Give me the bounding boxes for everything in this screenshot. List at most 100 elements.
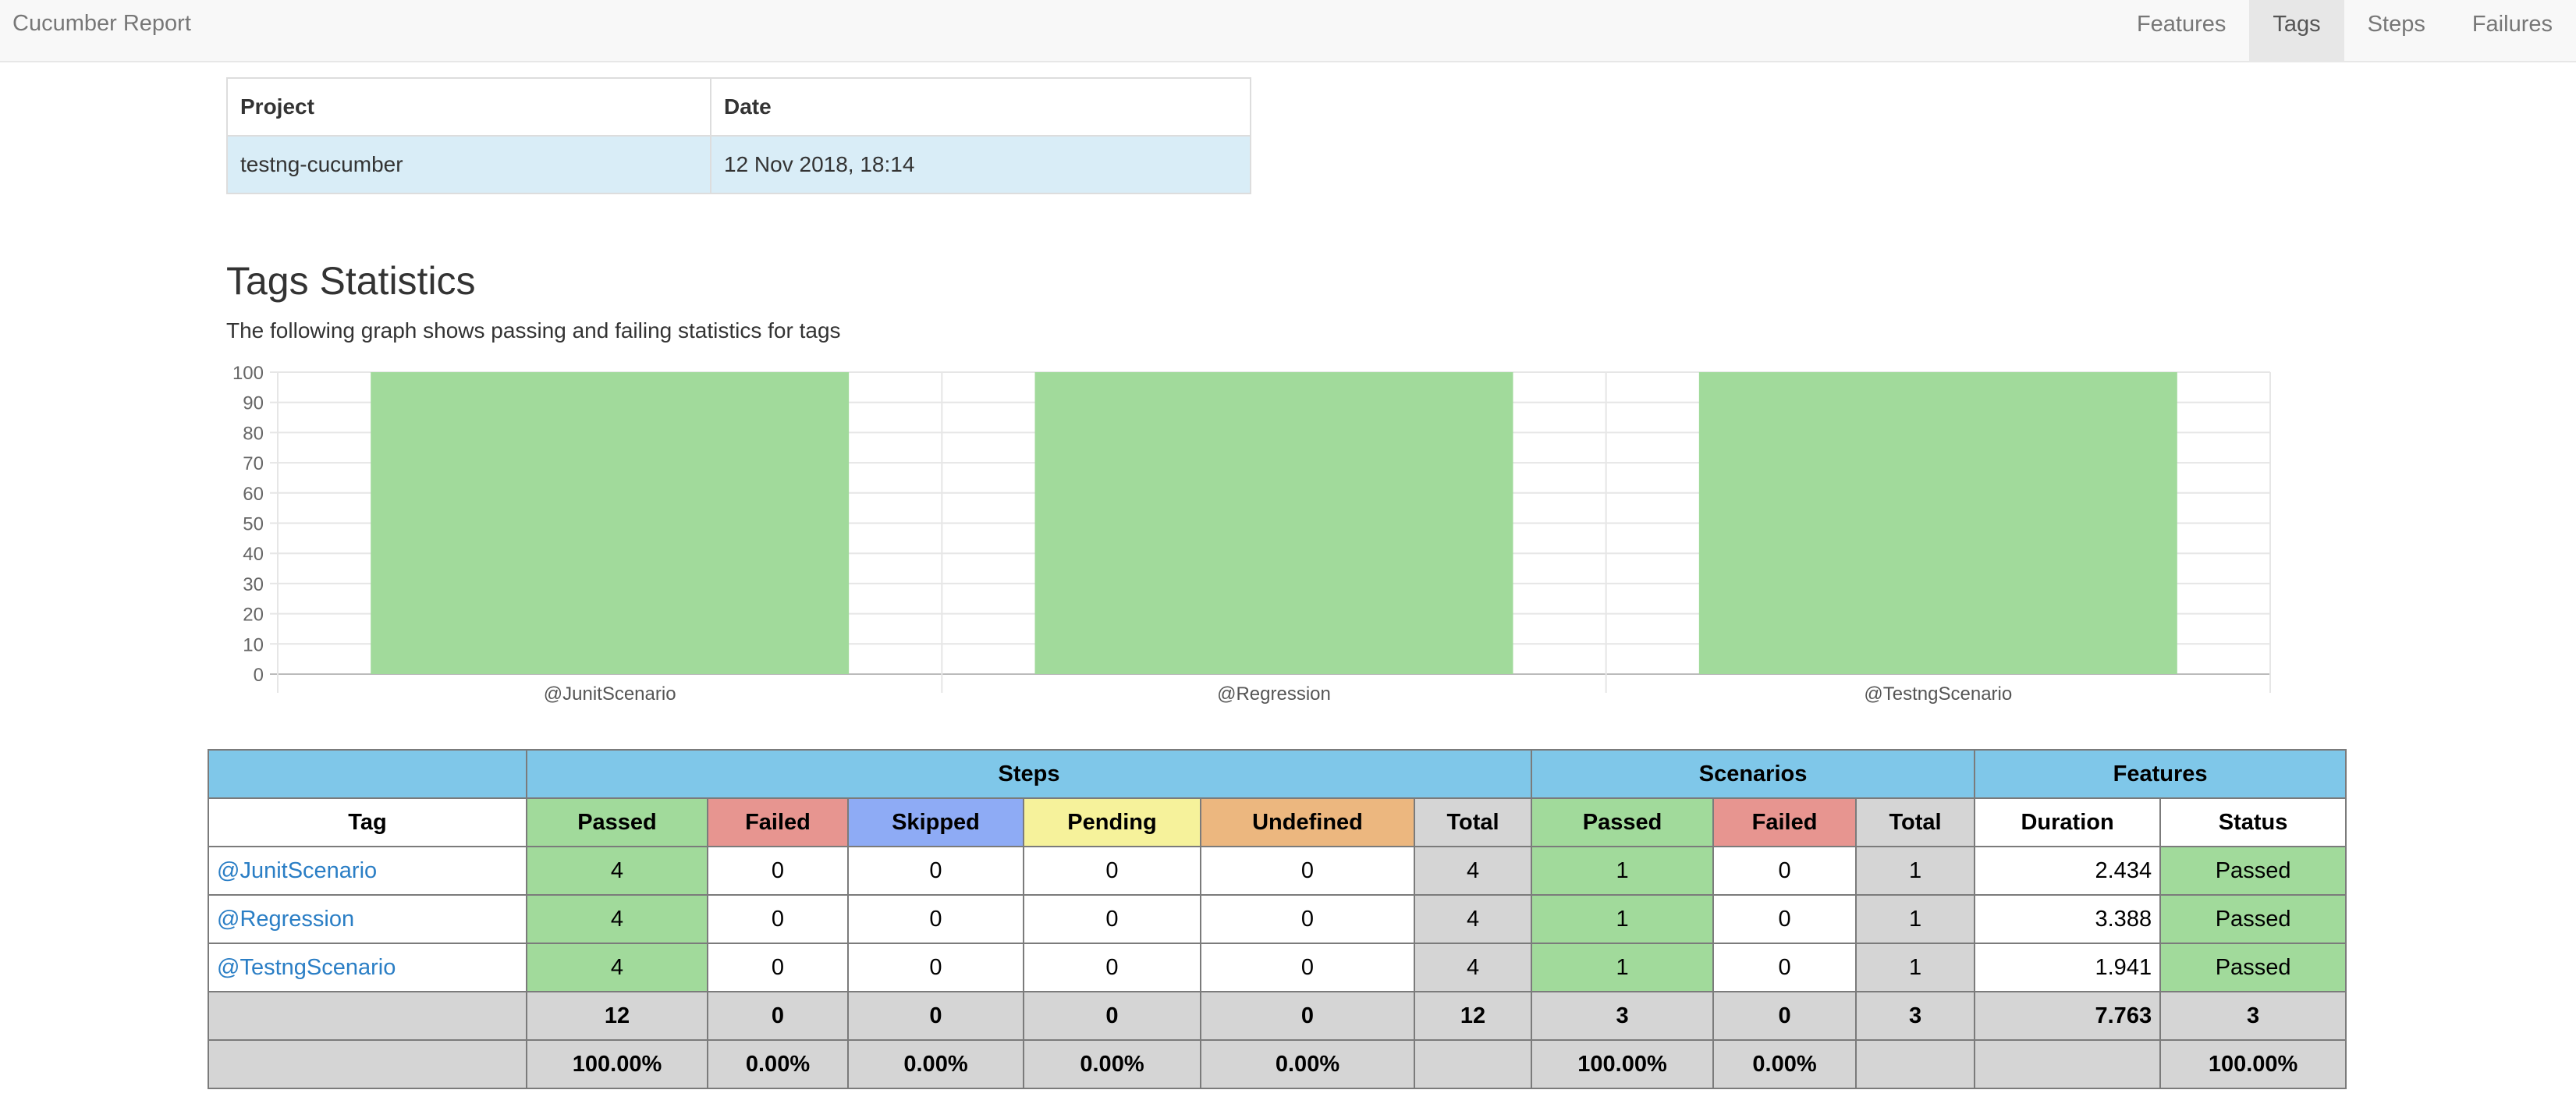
scenarios-passed-value: 1: [1531, 894, 1715, 944]
steps-passed-value: 4: [526, 894, 708, 944]
pct-steps-skipped: 0.00%: [847, 1039, 1024, 1089]
y-tick-label: 40: [243, 544, 264, 565]
total-status: 3: [2159, 991, 2347, 1041]
nav-steps[interactable]: Steps: [2367, 12, 2425, 37]
duration-value: 3.388: [1974, 894, 2162, 944]
report-date: 12 Nov 2018, 18:14: [710, 135, 1251, 194]
col-status[interactable]: Status: [2159, 797, 2347, 847]
y-tick-label: 50: [243, 514, 264, 535]
tags-bar-chart: 0 10 20 30 40 50 60 70 80 90 100 @JunitScenario @Reg…: [232, 363, 2271, 705]
col-duration[interactable]: Duration: [1974, 797, 2162, 847]
duration-value: 1.941: [1974, 943, 2162, 992]
steps-total-value: 4: [1413, 943, 1533, 992]
col-steps-skipped[interactable]: Skipped: [847, 797, 1024, 847]
pct-duration: [1974, 1039, 2162, 1089]
col-tag[interactable]: Tag: [208, 797, 527, 847]
col-steps-total[interactable]: Total: [1413, 797, 1533, 847]
total-steps-pending: 0: [1023, 991, 1201, 1041]
status-value: Passed: [2159, 943, 2347, 992]
col-steps-failed[interactable]: Failed: [707, 797, 849, 847]
x-tick-label: @JunitScenario: [544, 683, 676, 705]
bar-regression: [1034, 372, 1513, 674]
tag-stats-table: Steps Scenarios Features Tag Passed Fail…: [208, 749, 2347, 1089]
pct-scenarios-total: [1855, 1039, 1976, 1089]
col-scenarios-failed[interactable]: Failed: [1712, 797, 1857, 847]
total-steps-undefined: 0: [1200, 991, 1415, 1041]
total-steps-total: 12: [1413, 991, 1533, 1041]
steps-passed-value: 4: [526, 846, 708, 896]
scenarios-total-value: 1: [1855, 894, 1976, 944]
col-steps-passed[interactable]: Passed: [526, 797, 708, 847]
steps-failed-value: 0: [707, 894, 849, 944]
status-value: Passed: [2159, 894, 2347, 944]
steps-undefined-value: 0: [1200, 894, 1415, 944]
pct-steps-passed: 100.00%: [526, 1039, 708, 1089]
brand-link[interactable]: Cucumber Report: [12, 11, 191, 36]
table-row: @JunitScenario 4 0 0 0 0 4 1 0 1 2.434 P…: [208, 846, 2347, 896]
total-steps-failed: 0: [707, 991, 849, 1041]
totals-label: [208, 991, 527, 1041]
steps-total-value: 4: [1413, 846, 1533, 896]
pct-scenarios-passed: 100.00%: [1531, 1039, 1715, 1089]
y-tick-label: 10: [243, 634, 264, 655]
totals-row: 12 0 0 0 0 12 3 0 3 7.763 3: [208, 991, 2347, 1041]
duration-value: 2.434: [1974, 846, 2162, 896]
percent-label: [208, 1039, 527, 1089]
group-header-tag: [208, 749, 527, 799]
y-tick-label: 70: [243, 453, 264, 474]
project-name: testng-cucumber: [226, 135, 711, 194]
scenarios-failed-value: 0: [1712, 894, 1857, 944]
steps-total-value: 4: [1413, 894, 1533, 944]
y-tick-label: 60: [243, 484, 264, 505]
total-scenarios-passed: 3: [1531, 991, 1715, 1041]
project-header: Project: [226, 77, 711, 137]
nav-menu: Features Tags Steps Failures: [2113, 0, 2576, 61]
group-header-features: Features: [1974, 749, 2347, 799]
nav-tags[interactable]: Tags: [2249, 0, 2344, 61]
table-row: @TestngScenario 4 0 0 0 0 4 1 0 1 1.941 …: [208, 943, 2347, 992]
total-scenarios-failed: 0: [1712, 991, 1857, 1041]
tag-link[interactable]: @JunitScenario: [208, 846, 527, 896]
bar-junitscenario: [371, 372, 850, 674]
scenarios-total-value: 1: [1855, 943, 1976, 992]
total-scenarios-total: 3: [1855, 991, 1976, 1041]
scenarios-passed-value: 1: [1531, 943, 1715, 992]
project-info-table: Project Date testng-cucumber 12 Nov 2018…: [226, 77, 1251, 194]
steps-pending-value: 0: [1023, 943, 1201, 992]
y-tick-label: 80: [243, 423, 264, 444]
steps-undefined-value: 0: [1200, 943, 1415, 992]
pct-steps-total: [1413, 1039, 1533, 1089]
x-tick-label: @TestngScenario: [1864, 683, 2012, 705]
pct-steps-pending: 0.00%: [1023, 1039, 1201, 1089]
y-tick-label: 0: [254, 665, 264, 686]
page-description: The following graph shows passing and fa…: [226, 318, 841, 343]
col-steps-undefined[interactable]: Undefined: [1200, 797, 1415, 847]
y-tick-label: 20: [243, 605, 264, 626]
scenarios-total-value: 1: [1855, 846, 1976, 896]
col-scenarios-total[interactable]: Total: [1855, 797, 1976, 847]
group-header-scenarios: Scenarios: [1531, 749, 1976, 799]
status-value: Passed: [2159, 846, 2347, 896]
scenarios-failed-value: 0: [1712, 943, 1857, 992]
col-steps-pending[interactable]: Pending: [1023, 797, 1201, 847]
steps-skipped-value: 0: [847, 943, 1024, 992]
pct-scenarios-failed: 0.00%: [1712, 1039, 1857, 1089]
x-tick-label: @Regression: [1217, 683, 1331, 705]
y-tick-label: 30: [243, 574, 264, 595]
bar-testngscenario: [1698, 372, 2177, 674]
tag-link[interactable]: @TestngScenario: [208, 943, 527, 992]
steps-passed-value: 4: [526, 943, 708, 992]
date-header: Date: [710, 77, 1251, 137]
tag-link[interactable]: @Regression: [208, 894, 527, 944]
steps-skipped-value: 0: [847, 846, 1024, 896]
y-tick-label: 90: [243, 393, 264, 414]
table-row: @Regression 4 0 0 0 0 4 1 0 1 3.388 Pass…: [208, 894, 2347, 944]
total-steps-skipped: 0: [847, 991, 1024, 1041]
steps-pending-value: 0: [1023, 846, 1201, 896]
navbar: Cucumber Report Features Tags Steps Fail…: [0, 0, 2576, 62]
nav-features[interactable]: Features: [2136, 12, 2227, 37]
nav-failures[interactable]: Failures: [2471, 12, 2553, 37]
col-scenarios-passed[interactable]: Passed: [1531, 797, 1715, 847]
steps-skipped-value: 0: [847, 894, 1024, 944]
scenarios-passed-value: 1: [1531, 846, 1715, 896]
